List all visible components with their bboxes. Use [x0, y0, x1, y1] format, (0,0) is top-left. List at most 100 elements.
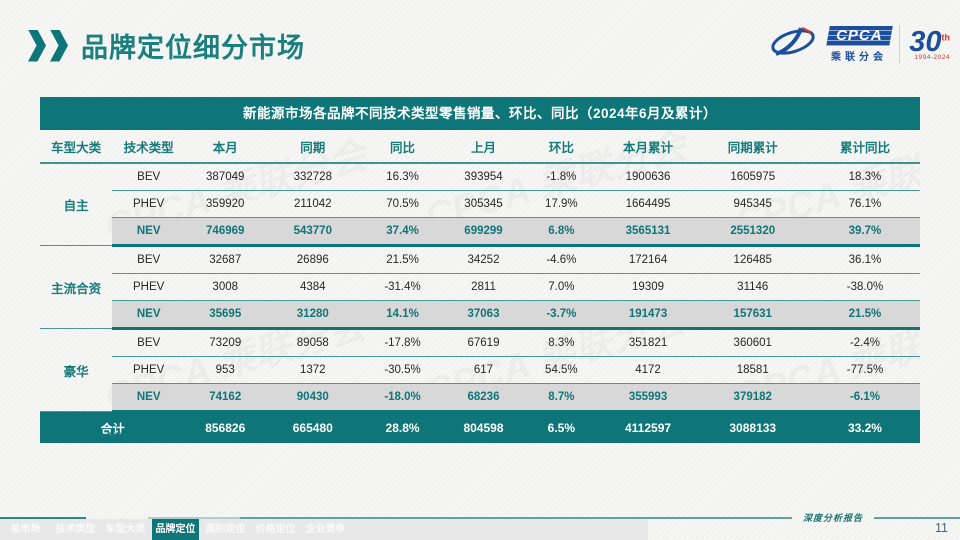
- cell: 2551320: [695, 217, 810, 247]
- cell: 953: [185, 356, 266, 384]
- col-header-month-cum: 本月累计: [600, 130, 696, 164]
- cell: 305345: [444, 190, 523, 218]
- cell: -31.4%: [360, 273, 445, 301]
- cell: 18581: [695, 356, 810, 384]
- cell: 617: [444, 356, 523, 384]
- nav-tab-vehicle-class[interactable]: 车型大类: [105, 524, 146, 535]
- nav-tab-brand-positioning[interactable]: 品牌定位: [152, 519, 199, 540]
- cell: 804598: [444, 411, 523, 443]
- cell: 31146: [695, 273, 810, 301]
- nav-tab-enterprise-competition[interactable]: 企业竞争: [305, 524, 346, 535]
- cell: 4384: [265, 273, 361, 301]
- category-cell: 自主: [40, 163, 113, 246]
- cell: 39.7%: [809, 217, 920, 247]
- cell: 54.5%: [522, 356, 601, 384]
- cell: 14.1%: [360, 300, 445, 330]
- table-row: PHEV 3008 4384 -31.4% 2811 7.0% 19309 31…: [40, 273, 920, 301]
- cell: -17.8%: [360, 328, 445, 357]
- cell: 3565131: [600, 217, 696, 247]
- nav-tab-total-market[interactable]: 总市场: [10, 524, 41, 535]
- cell: -6.1%: [809, 383, 920, 413]
- anniversary-number: 30: [909, 25, 942, 58]
- slide-header: 品牌定位细分市场: [28, 26, 305, 65]
- cell: -38.0%: [809, 273, 920, 301]
- double-chevron-icon: [28, 29, 68, 62]
- table-row: 自主 BEV 387049 332728 16.3% 393954 -1.8% …: [40, 163, 920, 246]
- cell: 76.1%: [809, 190, 920, 218]
- cell: 74162: [185, 383, 266, 413]
- table-row: PHEV 359920 211042 70.5% 305345 17.9% 16…: [40, 190, 920, 218]
- col-header-month: 本月: [185, 130, 266, 164]
- cell: 945345: [695, 190, 810, 218]
- cell: 379182: [695, 383, 810, 413]
- cell: 34252: [444, 245, 523, 274]
- col-header-mom: 环比: [522, 130, 601, 164]
- cell: 8.3%: [522, 328, 601, 357]
- cell: -1.8%: [522, 163, 601, 191]
- cell: 6.5%: [522, 411, 601, 443]
- cell: -18.0%: [360, 383, 445, 413]
- cell: 211042: [265, 190, 361, 218]
- tech-cell: PHEV: [112, 356, 186, 384]
- chevron-icon: [28, 29, 46, 62]
- cell: 31280: [265, 300, 361, 330]
- col-header-category: 车型大类: [40, 130, 113, 164]
- cell: 157631: [695, 300, 810, 330]
- cell: 21.5%: [809, 300, 920, 330]
- nav-tab-price-positioning[interactable]: 价格定位: [255, 524, 296, 535]
- page-number: 11: [935, 521, 948, 535]
- nav-tab-tech-type[interactable]: 技术类型: [55, 524, 96, 535]
- cell: 1372: [265, 356, 361, 384]
- cell: 26896: [265, 245, 361, 274]
- total-label-cell: 合计: [40, 411, 186, 443]
- page-title: 品牌定位细分市场: [81, 33, 305, 63]
- table-header-row: 车型大类 技术类型 本月 同期 同比 上月 环比 本月累计 同期累计 累计同比: [40, 130, 920, 164]
- col-header-cum-yoy: 累计同比: [809, 130, 920, 164]
- cpca-name: CPCA: [835, 26, 883, 44]
- footer-line: [874, 517, 960, 519]
- cell: -2.4%: [809, 328, 920, 357]
- tech-cell: BEV: [112, 163, 186, 191]
- table-row: 主流合资 BEV 32687 26896 21.5% 34252 -4.6% 1…: [40, 245, 920, 329]
- cell: -3.7%: [522, 300, 601, 330]
- table-footnote: *NEV=BEV+PHEV: [40, 431, 139, 443]
- cell: 18.3%: [809, 163, 920, 191]
- tech-cell: NEV: [112, 217, 186, 247]
- cell: -77.5%: [809, 356, 920, 384]
- cell: 1605975: [695, 163, 810, 191]
- cell: 4112597: [600, 411, 696, 443]
- nav-tab-country-positioning[interactable]: 国别定位: [205, 524, 246, 535]
- table-row: PHEV 953 1372 -30.5% 617 54.5% 4172 1858…: [40, 356, 920, 384]
- cell: 8.7%: [522, 383, 601, 413]
- logo-divider: [899, 25, 901, 63]
- cell: 73209: [185, 328, 266, 357]
- tech-cell: BEV: [112, 245, 186, 274]
- cell: 67619: [444, 328, 523, 357]
- cell: 32687: [185, 245, 266, 274]
- anniversary-30-logo: 30th 1994-2024: [909, 25, 951, 61]
- cell: -30.5%: [360, 356, 445, 384]
- tech-cell: NEV: [112, 383, 186, 413]
- cell: 19309: [600, 273, 696, 301]
- cell: 699299: [444, 217, 523, 247]
- anniversary-th: th: [941, 31, 951, 42]
- table-row-nev: NEV 35695 31280 14.1% 37063 -3.7% 191473…: [40, 300, 920, 330]
- cell: 3088133: [695, 411, 810, 443]
- cell: 856826: [185, 411, 266, 443]
- cell: 21.5%: [360, 245, 445, 274]
- cell: 17.9%: [522, 190, 601, 218]
- cell: 387049: [185, 163, 266, 191]
- cell: 2811: [444, 273, 523, 301]
- cell: 89058: [265, 328, 361, 357]
- cell: 126485: [695, 245, 810, 274]
- cell: 1900636: [600, 163, 696, 191]
- cell: 359920: [185, 190, 266, 218]
- table-row: 豪华 BEV 73209 89058 -17.8% 67619 8.3% 351…: [40, 328, 920, 412]
- cell: 7.0%: [522, 273, 601, 301]
- total-row: 合计 856826 665480 28.8% 804598 6.5% 41125…: [40, 411, 920, 443]
- footer-line: [148, 517, 240, 519]
- table-row-nev: NEV 746969 543770 37.4% 699299 6.8% 3565…: [40, 217, 920, 247]
- cell: 36.1%: [809, 245, 920, 274]
- cell: 360601: [695, 328, 810, 357]
- tech-cell: BEV: [112, 328, 186, 357]
